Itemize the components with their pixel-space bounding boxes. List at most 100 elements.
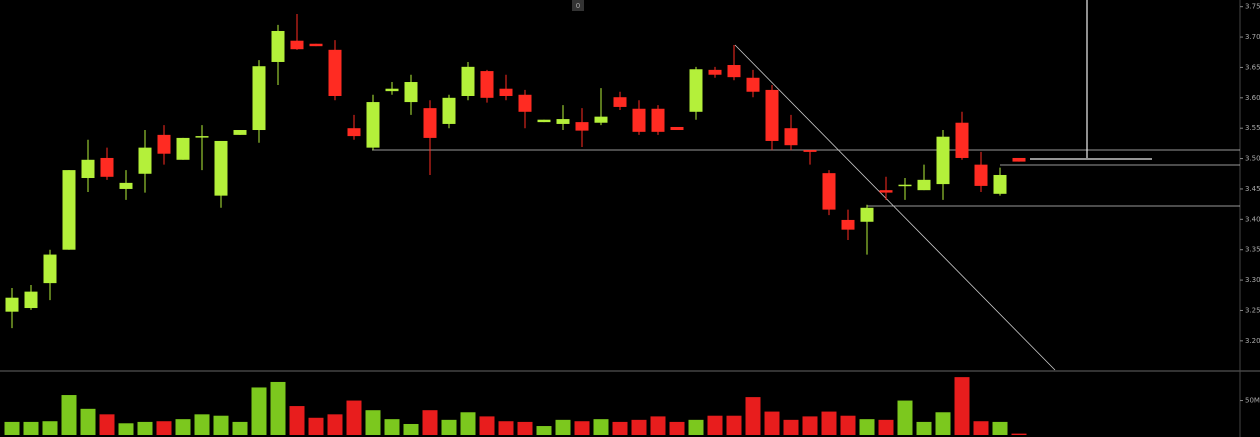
y-tick-label: 3.45 [1245,185,1260,193]
candle-body [347,128,361,137]
volume-bar [441,419,457,435]
candle-body [613,97,627,107]
volume-bar [707,415,723,435]
volume-bar [213,415,229,435]
volume-bar [688,419,704,435]
y-tick-label: 3.25 [1245,306,1260,314]
candle-body [214,140,228,196]
volume-bar [593,419,609,435]
candle-body [62,170,76,250]
volume-bar [42,421,58,435]
volume-bar [517,421,533,435]
candle-body [841,219,855,230]
volume-bar [327,414,343,435]
candle-body [100,157,114,177]
candle-body [290,40,304,50]
candle-body [5,297,19,312]
y-tick-label: 3.60 [1245,94,1260,102]
candle-body [423,108,437,138]
volume-bar [878,419,894,435]
badge: 0 [576,2,580,10]
volume-bar [612,421,628,435]
volume-bar [251,387,267,435]
volume-bar [365,410,381,435]
volume-bar [555,419,571,435]
candle-body [803,150,817,152]
y-tick-label: 3.20 [1245,337,1260,345]
candle-body [689,69,703,112]
candle-body [195,136,209,138]
candle-body [309,43,323,47]
candle-body [993,174,1007,194]
drawn-trend-line [734,44,1056,371]
volume-bar [802,416,818,435]
candle-body [594,116,608,123]
candle-body [556,119,570,124]
volume-bar [916,421,932,435]
y-tick-label: 3.40 [1245,215,1260,223]
candle-body [879,190,893,193]
candle-body [233,130,247,135]
candle-body [765,89,779,141]
volume-bar [897,400,913,435]
candle-body [708,69,722,75]
candle-body [499,88,513,96]
volume-bar [669,421,685,435]
y-tick-label: 3.30 [1245,276,1260,284]
volume-bar [973,421,989,435]
candle-body [537,119,551,123]
volume-bar [992,421,1008,435]
volume-bar [783,419,799,435]
volume-bar [175,419,191,435]
volume-bar [840,415,856,435]
volume-bar [726,415,742,435]
candle-body [518,94,532,112]
y-tick-label: 3.55 [1245,124,1260,132]
candle-body [651,108,665,132]
candle-body [784,128,798,146]
candle-body [727,65,741,78]
volume-bar [935,412,951,435]
volume-bar [99,414,115,435]
candle-body [252,66,266,131]
volume-bar [384,419,400,435]
candle-body [917,179,931,191]
volume-bar [137,421,153,435]
candle-body [898,184,912,187]
candle-body [385,88,399,92]
candle-body [974,164,988,186]
volume-bar [954,377,970,435]
y-tick-label: 3.65 [1245,63,1260,71]
badge-box [572,0,584,11]
candle-body [442,97,456,124]
candle-body [670,126,684,131]
candle-body [936,136,950,185]
volume-bar [80,408,96,435]
candle-body [575,122,589,131]
candle-body [328,49,342,96]
volume-bar [859,419,875,435]
volume-bar [821,411,837,435]
candle-body [81,159,95,179]
candle-body [24,291,38,309]
volume-bar [194,414,210,435]
candle-body [955,122,969,158]
volume-bar [498,421,514,435]
volume-bar [308,417,324,435]
volume-bar [289,406,305,435]
candle-body [43,254,57,284]
volume-bar [403,423,419,435]
candle-body [746,77,760,92]
candle-body [461,66,475,96]
volume-bar [232,421,248,435]
volume-bar [346,400,362,435]
candle-body [404,82,418,103]
y-tick-label: 3.70 [1245,33,1260,41]
candle-body [860,207,874,222]
volume-bar [479,416,495,435]
volume-bar [574,421,590,435]
candle-body [366,102,380,148]
volume-bar [745,397,761,435]
